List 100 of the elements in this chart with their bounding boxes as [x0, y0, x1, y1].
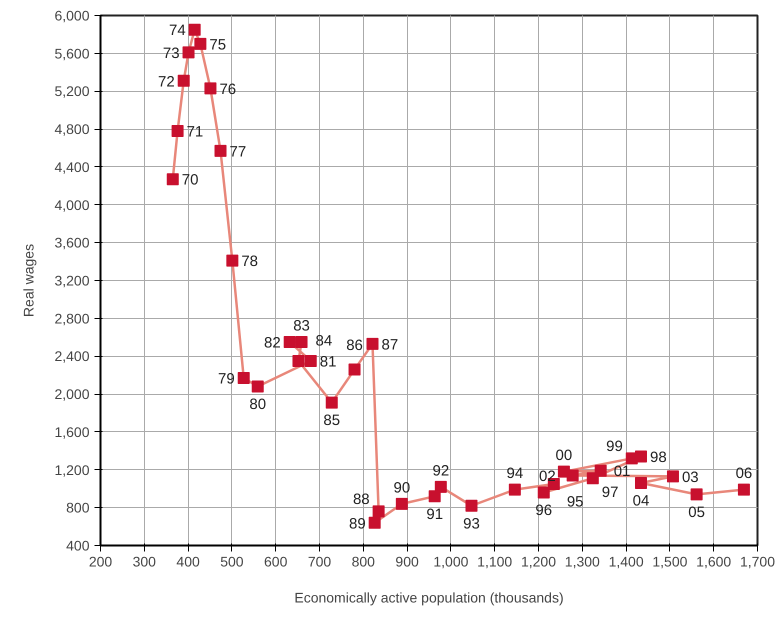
- point: [284, 336, 296, 348]
- annotation: 71: [186, 123, 204, 140]
- x-tick-label: 800: [352, 554, 376, 570]
- annotation: 90: [394, 479, 410, 496]
- annotation: 02: [538, 468, 556, 485]
- annotation: 70: [182, 172, 198, 189]
- annotation: 86: [346, 336, 363, 354]
- annotation: 78: [241, 253, 258, 270]
- annotation: 00: [556, 447, 572, 464]
- x-tick-label: 1,700: [740, 554, 776, 570]
- y-tick-label: 3,600: [54, 234, 90, 251]
- y-tick-label: 2,000: [54, 386, 90, 402]
- y-tick-label: 4,400: [54, 158, 90, 175]
- annotation: 89: [349, 515, 366, 532]
- y-tick-label: 4,000: [54, 196, 90, 213]
- point: [172, 124, 184, 137]
- point: [372, 505, 385, 518]
- annotation: 81: [320, 353, 336, 370]
- point: [634, 477, 647, 490]
- y-tick-label: 1,200: [54, 462, 90, 478]
- annotation: 73: [162, 44, 180, 62]
- annotation: 94: [506, 465, 524, 482]
- x-tick-label: 1,500: [652, 554, 688, 570]
- x-axis-title: Economically active population (thousands): [294, 590, 564, 606]
- point: [178, 74, 190, 87]
- point: [428, 490, 441, 502]
- annotation: 99: [606, 438, 623, 455]
- y-tick-label: 5,200: [54, 83, 90, 100]
- y-tick-label: 5,600: [54, 45, 90, 62]
- annotation: 96: [535, 502, 552, 519]
- point: [508, 484, 521, 496]
- point: [214, 144, 227, 157]
- point: [292, 354, 304, 367]
- annotation: 88: [352, 490, 370, 508]
- annotation: 79: [218, 370, 235, 388]
- x-tick-label: 1,100: [477, 554, 512, 570]
- x-tick-label: 1,400: [608, 554, 644, 570]
- annotation: 93: [463, 515, 480, 532]
- point: [166, 173, 179, 186]
- y-tick-label: 3,200: [54, 272, 90, 288]
- annotation: 91: [426, 506, 444, 523]
- point: [366, 338, 378, 350]
- annotation: 03: [682, 468, 699, 486]
- x-tick-label: 400: [176, 554, 200, 570]
- annotation: 92: [432, 462, 450, 480]
- annotation: 95: [566, 493, 584, 510]
- x-tick-label: 900: [395, 554, 419, 570]
- y-tick-label: 2,800: [54, 310, 90, 326]
- annotation: 87: [382, 336, 398, 354]
- x-tick-label: 1,600: [696, 554, 732, 570]
- x-tick-label: 1,000: [433, 554, 469, 570]
- point: [326, 396, 338, 409]
- annotation: 77: [230, 143, 246, 160]
- annotation: 04: [632, 492, 650, 510]
- point: [204, 82, 216, 94]
- x-tick-label: 1,300: [564, 554, 600, 570]
- point: [396, 498, 408, 510]
- annotation: 74: [168, 22, 186, 40]
- x-tick-label: 1,200: [520, 554, 556, 570]
- x-tick-label: 600: [264, 554, 288, 570]
- x-tick-label: 700: [308, 554, 332, 570]
- annotation: 06: [736, 465, 752, 482]
- y-tick-label: 800: [66, 500, 90, 516]
- annotation: 83: [293, 318, 310, 335]
- annotation: 76: [219, 80, 236, 98]
- point: [182, 46, 195, 58]
- y-tick-label: 1,600: [54, 424, 90, 440]
- point: [194, 38, 206, 50]
- y-axis-title: Real wages: [20, 244, 36, 318]
- annotation: 75: [209, 36, 226, 54]
- annotation: 72: [158, 73, 175, 90]
- x-tick-label: 200: [88, 554, 112, 570]
- y-tick-label: 4,800: [54, 121, 90, 138]
- y-tick-label: 400: [66, 538, 90, 554]
- y-tick-label: 6,000: [54, 8, 90, 24]
- x-tick-label: 300: [132, 554, 156, 570]
- annotation: 05: [688, 504, 705, 521]
- y-tick-label: 2,400: [54, 348, 90, 364]
- point: [296, 336, 308, 348]
- annotation: 97: [602, 484, 618, 501]
- annotation: 98: [650, 449, 667, 466]
- point: [368, 516, 381, 529]
- annotation: 80: [249, 396, 266, 413]
- point: [690, 488, 703, 500]
- annotation: 85: [323, 412, 340, 430]
- annotation: 82: [264, 334, 281, 352]
- point: [738, 484, 750, 496]
- point: [594, 464, 607, 477]
- point: [566, 469, 579, 482]
- point: [434, 480, 447, 493]
- point: [226, 254, 238, 267]
- point: [626, 452, 638, 464]
- point: [666, 470, 679, 482]
- x-tick-label: 500: [220, 554, 244, 570]
- point: [465, 500, 478, 512]
- point: [538, 486, 550, 498]
- point: [252, 380, 264, 392]
- annotation: 84: [315, 332, 332, 350]
- point: [238, 372, 250, 384]
- point: [188, 24, 201, 36]
